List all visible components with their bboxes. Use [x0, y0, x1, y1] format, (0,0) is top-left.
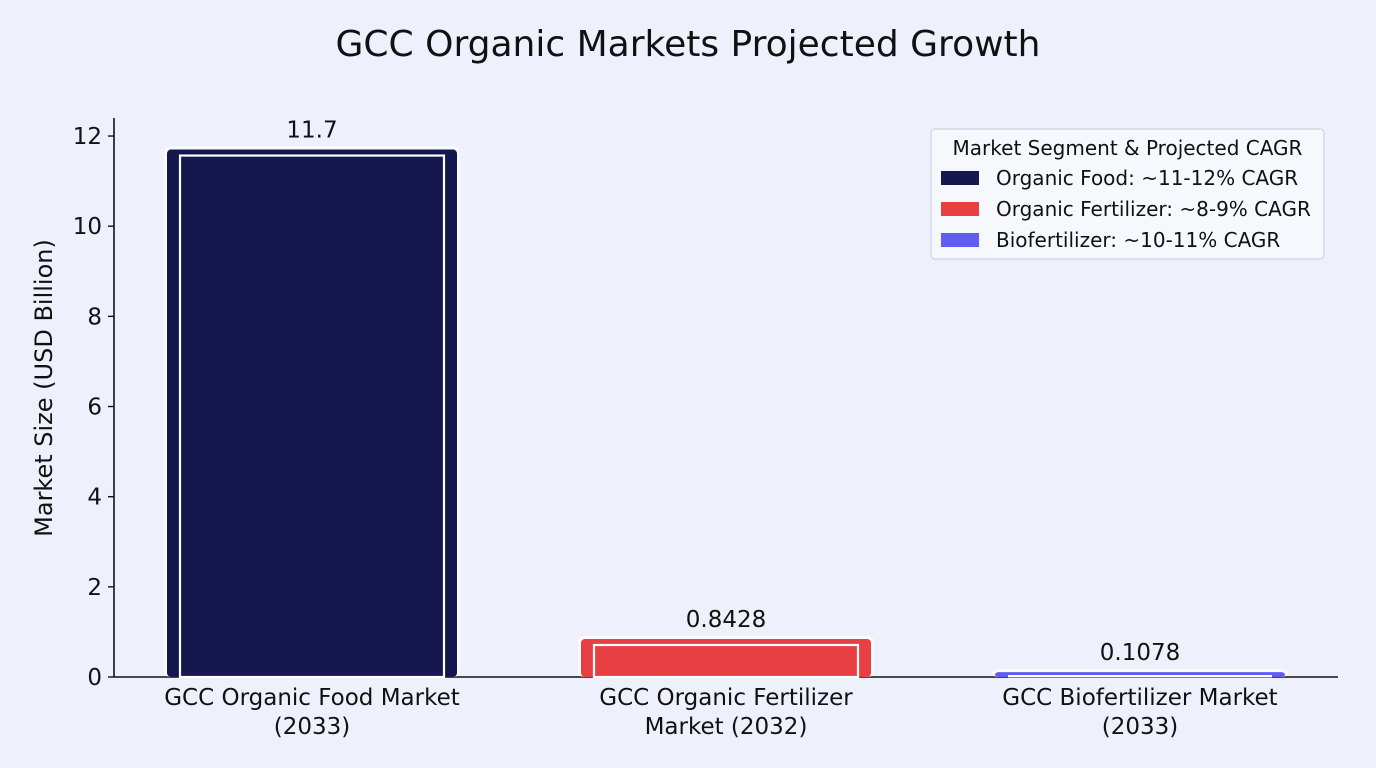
bar-inner-outline — [178, 154, 446, 679]
legend-entry-label: Organic Fertilizer: ~8-9% CAGR — [996, 197, 1311, 221]
bar-value-label: 0.8428 — [686, 607, 766, 633]
y-tick-label: 12 — [73, 124, 102, 150]
y-tick-label: 10 — [73, 214, 102, 240]
bar-inner-outline — [592, 643, 860, 679]
bar — [581, 639, 871, 677]
bar-group — [164, 146, 460, 679]
y-tick-label: 0 — [87, 665, 102, 691]
y-axis-label: Market Size (USD Billion) — [30, 239, 58, 537]
legend-entry-label: Organic Food: ~11-12% CAGR — [996, 166, 1298, 190]
y-tick-label: 8 — [87, 304, 102, 330]
bar — [167, 149, 457, 677]
legend-swatch — [941, 202, 979, 216]
chart-title: GCC Organic Markets Projected Growth — [336, 24, 1041, 65]
legend-swatch — [941, 233, 979, 247]
x-tick-label: Market (2032) — [645, 714, 808, 740]
x-tick-label: GCC Organic Food Market — [164, 685, 460, 711]
x-tick-label: (2033) — [1102, 714, 1178, 740]
bar-group — [578, 636, 874, 679]
plot-area: 0 2 4 6 8 10 12 11.7 GCC Organic Food Market (203… — [73, 118, 1338, 740]
legend-title: Market Segment & Projected CAGR — [953, 136, 1303, 160]
x-tick-label: GCC Organic Fertilizer — [599, 685, 853, 711]
y-tick-label: 6 — [87, 395, 102, 421]
y-tick-label: 4 — [87, 485, 102, 511]
bar-group — [992, 669, 1288, 678]
x-tick-label: GCC Biofertilizer Market — [1002, 685, 1277, 711]
legend-box — [930, 128, 1325, 260]
legend-swatch — [941, 171, 979, 185]
x-tick-label: (2033) — [274, 714, 350, 740]
legend: Market Segment & Projected CAGR Organic F… — [930, 128, 1325, 260]
bar-value-label: 0.1078 — [1100, 640, 1180, 666]
legend-entry-label: Biofertilizer: ~10-11% CAGR — [996, 228, 1280, 252]
bar-value-label: 11.7 — [286, 118, 337, 144]
y-tick-label: 2 — [87, 575, 102, 601]
